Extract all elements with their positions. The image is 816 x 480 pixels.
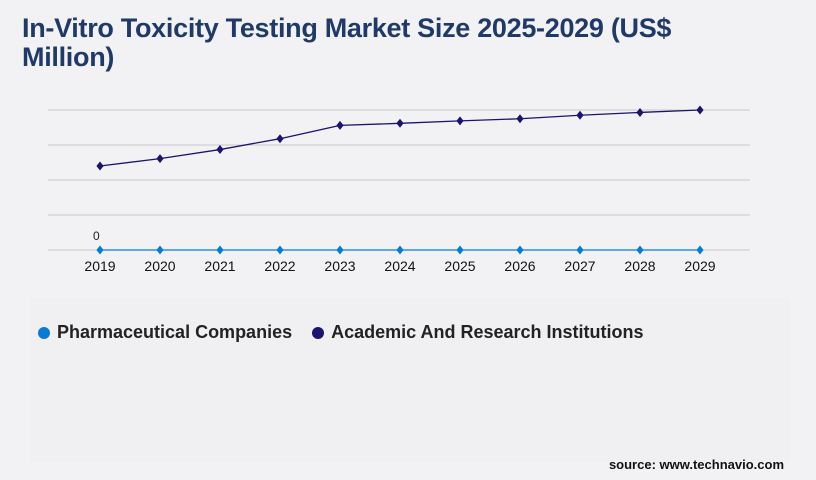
- data-point: [516, 114, 524, 124]
- x-tick-label: 2024: [384, 258, 415, 274]
- data-point: [96, 161, 104, 171]
- x-tick-label: 2021: [204, 258, 235, 274]
- x-tick-label: 2029: [684, 258, 715, 274]
- data-point: [396, 245, 404, 255]
- data-point: [276, 245, 284, 255]
- legend-item-academic[interactable]: Academic And Research Institutions: [312, 322, 644, 343]
- legend: Pharmaceutical Companies Academic And Re…: [38, 322, 644, 343]
- data-point: [156, 245, 164, 255]
- background-panel: [30, 298, 790, 462]
- x-tick-label: 2025: [444, 258, 475, 274]
- data-point: [96, 245, 104, 255]
- data-point: [216, 245, 224, 255]
- data-point: [456, 245, 464, 255]
- legend-marker-icon: [38, 326, 50, 339]
- data-point: [516, 245, 524, 255]
- data-point: [216, 145, 224, 155]
- x-tick-label: 2020: [144, 258, 175, 274]
- legend-label: Pharmaceutical Companies: [57, 322, 293, 342]
- x-tick-label: 2023: [324, 258, 355, 274]
- data-point: [396, 118, 404, 128]
- chart-title: In-Vitro Toxicity Testing Market Size 20…: [22, 13, 672, 72]
- data-point: [636, 107, 644, 117]
- x-tick-label: 2022: [264, 258, 295, 274]
- x-tick-label: 2019: [84, 258, 115, 274]
- series-line: [99, 109, 701, 167]
- x-tick-label: 2026: [504, 258, 535, 274]
- data-point: [696, 105, 704, 115]
- line-chart: 2019 2020 2021 2022 2023 2024 2025 2026 2027 2028…: [48, 105, 750, 274]
- data-point: [696, 245, 704, 255]
- legend-marker-icon: [312, 326, 325, 339]
- data-point: [336, 245, 344, 255]
- legend-item-pharmaceutical[interactable]: Pharmaceutical Companies: [38, 322, 292, 343]
- data-point: [576, 245, 584, 255]
- data-point: [336, 120, 344, 130]
- x-tick-label: 2027: [564, 258, 595, 274]
- data-point: [456, 116, 464, 126]
- source-note: source: www.technavio.com: [608, 457, 784, 472]
- data-point: [156, 154, 164, 164]
- data-point: [576, 110, 584, 120]
- data-point: [636, 245, 644, 255]
- legend-label: Academic And Research Institutions: [331, 322, 644, 342]
- x-tick-label: 2028: [624, 258, 655, 274]
- data-point: [276, 134, 284, 144]
- data-label: 0: [93, 229, 100, 243]
